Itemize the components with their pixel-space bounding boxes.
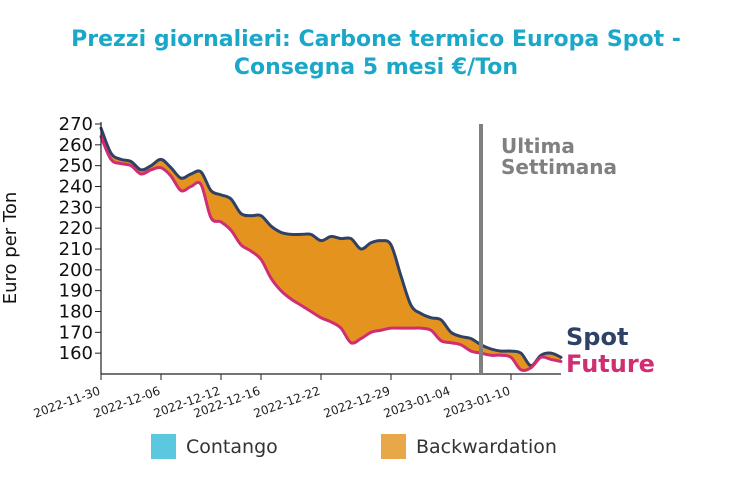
last-week-label-line-1: Ultima — [501, 134, 575, 158]
y-tick-label: 240 — [59, 177, 93, 198]
x-tick-label: 2023-01-04 — [382, 384, 452, 421]
legend-swatch-backwardation — [381, 434, 406, 459]
legend-label-contango: Contango — [186, 436, 278, 458]
y-axis-label: Euro per Ton — [0, 192, 21, 305]
y-tick-label: 260 — [59, 135, 93, 156]
y-tick-label: 220 — [59, 218, 93, 239]
x-tick-label: 2022-12-29 — [322, 384, 392, 421]
y-tick-label: 250 — [59, 156, 93, 177]
series-line-spot — [99, 126, 563, 368]
chart-title-line-2: Consegna 5 mesi €/Ton — [234, 55, 518, 80]
series-line-layer — [99, 126, 563, 373]
y-tick-label: 190 — [59, 281, 93, 302]
x-tick-label: 2023-01-10 — [442, 384, 512, 421]
spot-end-label: Spot — [566, 323, 628, 351]
future-end-label: Future — [566, 350, 655, 378]
legend-label-backwardation: Backwardation — [416, 436, 557, 458]
y-tick-label: 200 — [59, 260, 93, 281]
y-tick-label: 270 — [59, 114, 93, 135]
y-tick-label: 170 — [59, 322, 93, 343]
backwardation-area — [101, 128, 561, 371]
x-tick-label: 2022-12-22 — [252, 384, 322, 421]
x-tick-label: 2022-12-06 — [92, 384, 162, 421]
y-tick-label: 210 — [59, 239, 93, 260]
y-tick-label: 160 — [59, 343, 93, 364]
last-week-label-line-2: Settimana — [501, 155, 617, 179]
y-tick-label: 180 — [59, 302, 93, 323]
spread-fill-layer — [101, 128, 561, 371]
y-tick-label: 230 — [59, 197, 93, 218]
x-tick-label: 2022-11-30 — [32, 384, 102, 421]
series-line-future — [99, 135, 563, 373]
legend-swatch-contango — [151, 434, 176, 459]
chart-title-line-1: Prezzi giornalieri: Carbone termico Euro… — [71, 27, 681, 52]
